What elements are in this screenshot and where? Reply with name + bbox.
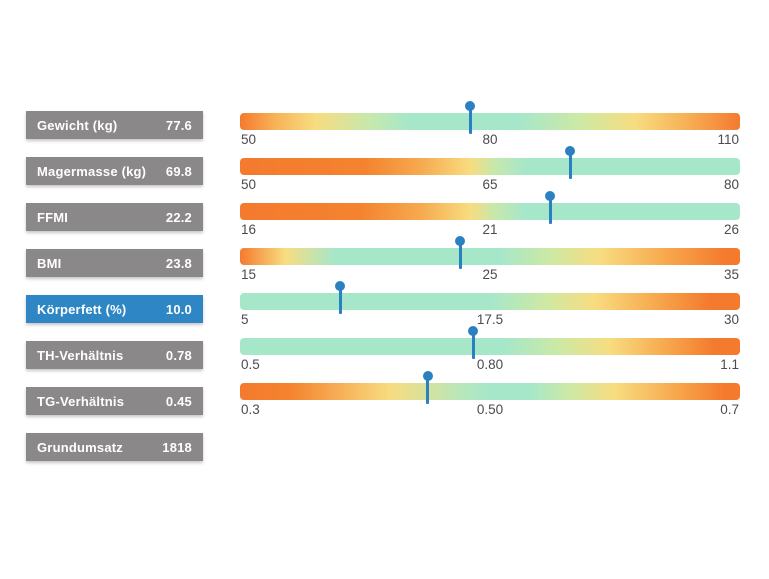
metric-label: FFMI (37, 209, 69, 225)
marker-dot-icon (565, 146, 575, 156)
tick-min: 16 (241, 222, 257, 237)
metric-value: 69.8 (165, 163, 192, 179)
tick-max: 80 (723, 177, 739, 192)
sidebar-item-magermasse[interactable]: Magermasse (kg) 69.8 (26, 157, 203, 185)
gradient-bar (240, 203, 740, 220)
marker-dot-icon (465, 101, 475, 111)
metric-label: Körperfett (%) (37, 301, 127, 317)
tick-mid: 65 (482, 177, 498, 192)
metric-label: TG-Verhältnis (37, 393, 125, 409)
scale-row-ffmi: 16 21 26 (240, 186, 740, 237)
marker-stem (568, 154, 572, 179)
scale-row-koerperfett: 5 17.5 30 (240, 276, 740, 327)
value-marker (422, 371, 433, 404)
metric-label: Magermasse (kg) (37, 163, 147, 179)
metric-label: Gewicht (kg) (37, 117, 118, 133)
marker-stem (548, 199, 552, 224)
marker-dot-icon (455, 236, 465, 246)
metric-value: 22.2 (165, 209, 192, 225)
tick-max: 1.1 (720, 357, 739, 372)
tick-min: 0.3 (241, 402, 260, 417)
metric-value: 77.6 (165, 117, 192, 133)
value-marker (465, 101, 475, 134)
metric-label: TH-Verhältnis (37, 347, 124, 363)
marker-stem (338, 289, 342, 314)
scale-row-magermasse: 50 65 80 (240, 141, 740, 192)
sidebar-item-th-verhaeltnis[interactable]: TH-Verhältnis 0.78 (26, 341, 203, 369)
tick-mid: 25 (482, 267, 498, 282)
marker-dot-icon (545, 191, 555, 201)
metric-scales-chart: 50 80 110 50 65 80 16 21 26 15 25 35 (240, 96, 740, 417)
metric-value: 0.45 (165, 393, 192, 409)
gradient-bar (240, 248, 740, 265)
tick-mid: 0.50 (476, 402, 504, 417)
tick-min: 5 (241, 312, 249, 327)
tick-max: 0.7 (720, 402, 739, 417)
axis-ticks: 15 25 35 (240, 267, 740, 283)
tick-max: 30 (723, 312, 739, 327)
value-marker (468, 326, 479, 359)
tick-min: 50 (241, 177, 257, 192)
metric-label: BMI (37, 255, 62, 271)
value-marker (565, 146, 575, 179)
tick-mid: 80 (482, 132, 498, 147)
marker-stem (471, 334, 475, 359)
scale-row-tg-verhaeltnis: 0.3 0.50 0.7 (240, 366, 740, 417)
tick-max: 110 (717, 132, 739, 147)
gradient-bar (240, 158, 740, 175)
gradient-bar (240, 113, 740, 130)
axis-ticks: 50 80 110 (240, 132, 740, 148)
scale-row-bmi: 15 25 35 (240, 231, 740, 282)
metric-label: Grundumsatz (37, 439, 123, 455)
scale-row-gewicht: 50 80 110 (240, 96, 740, 147)
scale-row-th-verhaeltnis: 0.5 0.80 1.1 (240, 321, 740, 372)
marker-stem (458, 244, 462, 269)
marker-dot-icon (468, 326, 479, 336)
marker-dot-icon (335, 281, 345, 291)
tick-max: 26 (723, 222, 739, 237)
sidebar-item-koerperfett[interactable]: Körperfett (%) 10.0 (26, 295, 203, 323)
metric-value: 0.78 (165, 347, 192, 363)
sidebar-item-bmi[interactable]: BMI 23.8 (26, 249, 203, 277)
metric-value: 10.0 (165, 301, 192, 317)
sidebar-item-tg-verhaeltnis[interactable]: TG-Verhältnis 0.45 (26, 387, 203, 415)
value-marker (545, 191, 555, 224)
value-marker (455, 236, 465, 269)
marker-stem (468, 109, 472, 134)
sidebar-item-ffmi[interactable]: FFMI 22.2 (26, 203, 203, 231)
gradient-bar (240, 383, 740, 400)
marker-dot-icon (422, 371, 433, 381)
axis-ticks: 50 65 80 (240, 177, 740, 193)
marker-stem (426, 379, 429, 404)
metrics-sidebar: Gewicht (kg) 77.6 Magermasse (kg) 69.8 F… (26, 111, 203, 479)
tick-min: 0.5 (241, 357, 260, 372)
sidebar-item-grundumsatz[interactable]: Grundumsatz 1818 (26, 433, 203, 461)
metric-value: 23.8 (165, 255, 192, 271)
tick-min: 50 (241, 132, 257, 147)
axis-ticks: 0.5 0.80 1.1 (240, 357, 740, 373)
gradient-bar (240, 338, 740, 355)
axis-ticks: 16 21 26 (240, 222, 740, 238)
gradient-bar (240, 293, 740, 310)
tick-max: 35 (723, 267, 739, 282)
tick-mid: 0.80 (476, 357, 504, 372)
axis-ticks: 0.3 0.50 0.7 (240, 402, 740, 418)
sidebar-item-gewicht[interactable]: Gewicht (kg) 77.6 (26, 111, 203, 139)
tick-min: 15 (241, 267, 257, 282)
metric-value: 1818 (162, 439, 192, 455)
tick-mid: 17.5 (476, 312, 504, 327)
axis-ticks: 5 17.5 30 (240, 312, 740, 328)
tick-mid: 21 (482, 222, 498, 237)
value-marker (335, 281, 345, 314)
